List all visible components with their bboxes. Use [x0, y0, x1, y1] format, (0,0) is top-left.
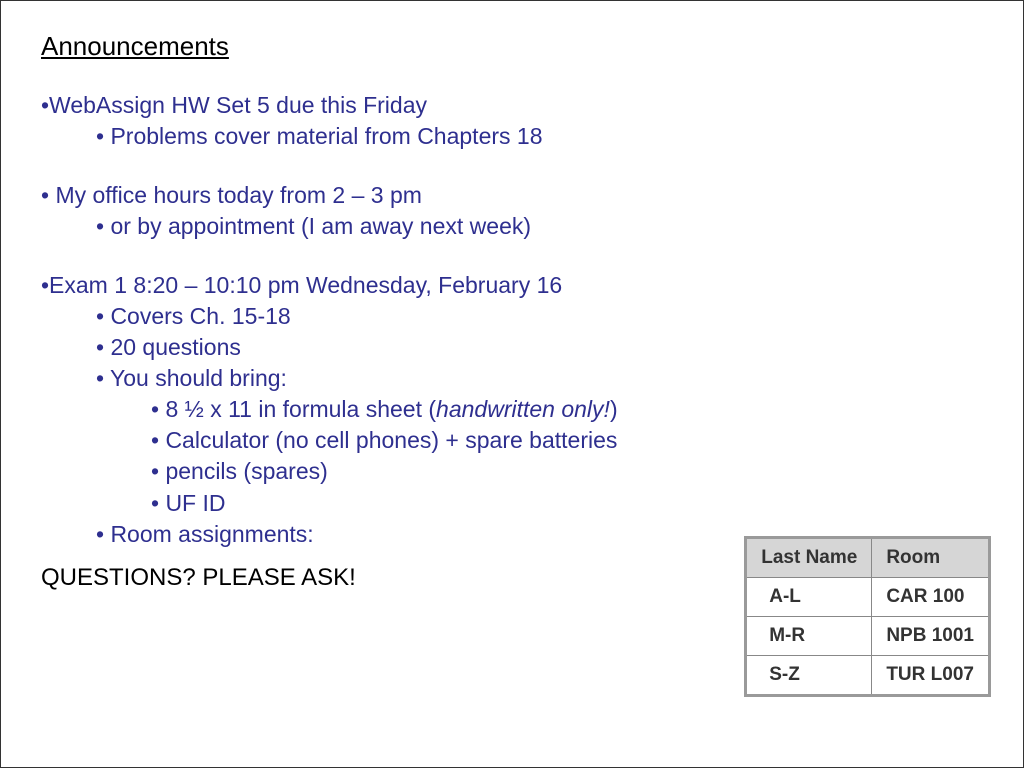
table-row: S-Z TUR L007: [746, 656, 990, 696]
bullet-calculator: • Calculator (no cell phones) + spare ba…: [151, 425, 661, 456]
bullet-ufid: • UF ID: [151, 488, 661, 519]
table-row: A-L CAR 100: [746, 578, 990, 617]
group-office-hours: • My office hours today from 2 – 3 pm • …: [41, 180, 983, 242]
formula-suffix: ): [610, 396, 618, 422]
group-webassign: •WebAssign HW Set 5 due this Friday • Pr…: [41, 90, 983, 152]
table-row: M-R NPB 1001: [746, 617, 990, 656]
bullet-questions: • 20 questions: [96, 332, 983, 363]
slide-title: Announcements: [41, 31, 983, 62]
header-last-name: Last Name: [746, 538, 872, 578]
bullet-pencils: • pencils (spares): [151, 456, 661, 487]
cell-name: M-R: [746, 617, 872, 656]
bullet-formula-sheet: • 8 ½ x 11 in formula sheet (handwritten…: [151, 394, 661, 425]
slide: Announcements •WebAssign HW Set 5 due th…: [0, 0, 1024, 768]
bullet-chapters: • Problems cover material from Chapters …: [96, 121, 983, 152]
cell-room: TUR L007: [872, 656, 990, 696]
table-header-row: Last Name Room: [746, 538, 990, 578]
bullet-office-hours: • My office hours today from 2 – 3 pm: [41, 180, 983, 211]
cell-name: A-L: [746, 578, 872, 617]
formula-prefix: • 8 ½ x 11 in formula sheet (: [151, 396, 436, 422]
slide-content: •WebAssign HW Set 5 due this Friday • Pr…: [41, 90, 983, 594]
room-assignment-table: Last Name Room A-L CAR 100 M-R NPB 1001 …: [744, 536, 991, 697]
bullet-bring: • You should bring:: [96, 363, 983, 394]
bullet-webassign: •WebAssign HW Set 5 due this Friday: [41, 90, 983, 121]
formula-italic: handwritten only!: [436, 396, 610, 422]
bullet-appointment: • or by appointment (I am away next week…: [96, 211, 983, 242]
group-exam: •Exam 1 8:20 – 10:10 pm Wednesday, Febru…: [41, 270, 983, 549]
cell-room: CAR 100: [872, 578, 990, 617]
header-room: Room: [872, 538, 990, 578]
bullet-covers: • Covers Ch. 15-18: [96, 301, 983, 332]
cell-room: NPB 1001: [872, 617, 990, 656]
bullet-exam: •Exam 1 8:20 – 10:10 pm Wednesday, Febru…: [41, 270, 983, 301]
cell-name: S-Z: [746, 656, 872, 696]
